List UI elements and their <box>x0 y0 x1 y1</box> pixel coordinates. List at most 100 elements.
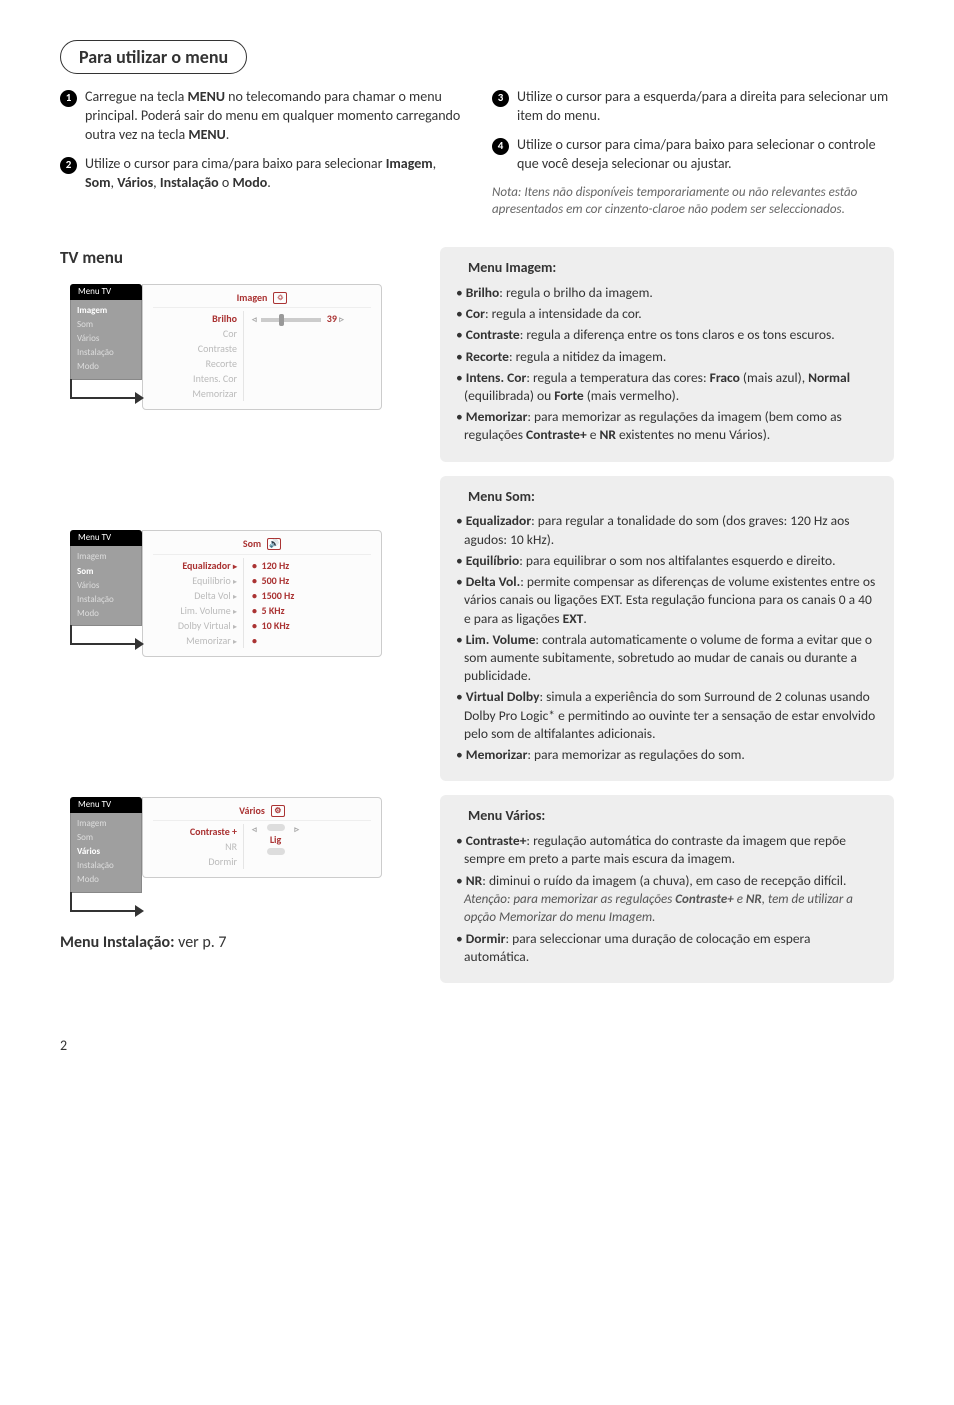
panel-label: Contraste <box>153 341 237 356</box>
sound-icon: 🔊 <box>267 538 281 550</box>
sidebar-item: Instalação <box>71 593 141 607</box>
info-item: Virtual Dolby: simula a experiência do s… <box>456 688 878 743</box>
left-arrow-icon: ◃ <box>252 824 257 836</box>
page-title: Para utilizar o menu <box>79 45 228 69</box>
lig-toggle: Lig <box>267 824 285 855</box>
info-item: Contraste: regula a diferença entre os t… <box>456 326 878 344</box>
sidebar-item: Vários <box>71 579 141 593</box>
page-number: 2 <box>60 1037 894 1056</box>
intro-left: 1 Carregue na tecla MENU no telecomando p… <box>60 88 462 219</box>
panel-value: • 500 Hz <box>252 573 294 588</box>
sidebar-item: Vários <box>71 845 141 859</box>
menu-sidebar-imagem: ImagemSomVáriosInstalaçãoModo <box>70 300 142 380</box>
panel-label: Recorte <box>153 356 237 371</box>
info-item: Dormir: para seleccionar uma duração de … <box>456 930 878 966</box>
panel-value: • 5 KHz <box>252 603 294 618</box>
pill-icon <box>267 848 285 855</box>
sidebar-item: Modo <box>71 873 141 887</box>
panel-label: Contraste + <box>153 824 237 839</box>
numbered-step: 1 Carregue na tecla MENU no telecomando p… <box>60 88 462 145</box>
panel-header: Imagen <box>237 291 268 305</box>
numbered-step: 4Utilize o cursor para cima/para baixo p… <box>492 136 894 174</box>
step-number-icon: 1 <box>60 90 77 107</box>
info-box-som: Menu Som: Equalizador: para regular a to… <box>440 476 894 782</box>
panel-label: Dolby Virtual ▸ <box>153 618 237 633</box>
info-title: Menu Som: <box>456 488 878 507</box>
panel-header: Vários <box>239 804 265 818</box>
info-item: Intens. Cor: regula a temperatura das co… <box>456 369 878 405</box>
arrow-indicator-icon <box>70 379 142 399</box>
step-text: Carregue na tecla MENU no telecomando pa… <box>85 88 462 145</box>
pill-icon <box>267 824 285 831</box>
info-item: Recorte: regula a nitidez da imagem. <box>456 348 878 366</box>
menu-tab: Menu TV <box>70 284 142 300</box>
footer-label: Menu Instalação: <box>60 933 175 952</box>
panel-label: Memorizar <box>153 386 237 401</box>
panel-value-row: ◃ 39 ▹ <box>252 311 344 327</box>
sidebar-item: Instalação <box>71 346 141 360</box>
info-item: Memorizar: para memorizar as regulações … <box>456 408 878 444</box>
info-title: Menu Imagem: <box>456 259 878 278</box>
picture-icon: ☼ <box>273 292 287 304</box>
numbered-step: 2Utilize o cursor para cima/para baixo p… <box>60 155 462 193</box>
sidebar-item: Som <box>71 831 141 845</box>
intro-note: Nota: Itens não disponíveis temporariame… <box>492 184 894 219</box>
sidebar-item: Som <box>71 565 141 579</box>
info-item: Lim. Volume: contrala automaticamente o … <box>456 631 878 686</box>
menu-screenshot-imagem: Menu TV ImagemSomVáriosInstalaçãoModo Im… <box>60 284 420 411</box>
sidebar-item: Modo <box>71 360 141 374</box>
features-icon: ⚙ <box>271 805 285 817</box>
info-item: Brilho: regula o brilho da imagem. <box>456 284 878 302</box>
panel-label: NR <box>153 839 237 854</box>
info-box-imagem: Menu Imagem: Brilho: regula o brilho da … <box>440 247 894 462</box>
sidebar-item: Modo <box>71 607 141 621</box>
panel-value: • 1500 Hz <box>252 588 294 603</box>
menu-tab: Menu TV <box>70 530 142 546</box>
lig-label: Lig <box>270 832 281 847</box>
panel-label: Equalizador ▸ <box>153 558 237 573</box>
sidebar-item: Instalação <box>71 859 141 873</box>
panel-header: Som <box>243 537 261 551</box>
step-text: Utilize o cursor para cima/para baixo pa… <box>85 155 462 193</box>
info-item: Equilíbrio: para equilibrar o som nos al… <box>456 552 878 570</box>
step-number-icon: 4 <box>492 138 509 155</box>
sidebar-item: Imagem <box>71 817 141 831</box>
info-item: Contraste+: regulação automática do cont… <box>456 832 878 868</box>
panel-label: Cor <box>153 326 237 341</box>
panel-value: • 10 KHz <box>252 618 294 633</box>
sidebar-item: Vários <box>71 332 141 346</box>
tv-menu-heading: TV menu <box>60 247 420 270</box>
step-number-icon: 3 <box>492 90 509 107</box>
step-text: Utilize o cursor para a esquerda/para a … <box>517 88 894 126</box>
menu-screenshot-som: Menu TV ImagemSomVáriosInstalaçãoModo So… <box>60 530 420 657</box>
menu-panel-imagem: Imagen ☼ BrilhoCorContrasteRecorteIntens… <box>142 284 382 411</box>
menu-sidebar-varios: ImagemSomVáriosInstalaçãoModo <box>70 813 142 893</box>
panel-value: • <box>252 633 294 648</box>
right-arrow-icon: ▹ <box>295 824 300 836</box>
info-item: Equalizador: para regular a tonalidade d… <box>456 512 878 548</box>
menu-screenshot-varios: Menu TV ImagemSomVáriosInstalaçãoModo Vá… <box>60 797 420 912</box>
panel-label: Dormir <box>153 854 237 869</box>
info-title: Menu Vários: <box>456 807 878 826</box>
panel-label: Delta Vol ▸ <box>153 588 237 603</box>
sidebar-item: Imagem <box>71 550 141 564</box>
info-item: Delta Vol.: permite compensar as diferen… <box>456 573 878 628</box>
numbered-step: 3 Utilize o cursor para a esquerda/para a… <box>492 88 894 126</box>
intro-columns: 1 Carregue na tecla MENU no telecomando p… <box>60 88 894 219</box>
panel-label: Lim. Volume ▸ <box>153 603 237 618</box>
info-item: Memorizar: para memorizar as regulações … <box>456 746 878 764</box>
intro-right: 3 Utilize o cursor para a esquerda/para a… <box>492 88 894 219</box>
info-item: Cor: regula a intensidade da cor. <box>456 305 878 323</box>
slider-icon <box>261 318 321 322</box>
menu-sidebar-som: ImagemSomVáriosInstalaçãoModo <box>70 546 142 626</box>
panel-label: Equilíbrio ▸ <box>153 573 237 588</box>
menu-panel-varios: Vários ⚙ Contraste +NRDormir ◃ Lig ▹ <box>142 797 382 879</box>
footer-heading: Menu Instalação: ver p. 7 <box>60 932 420 954</box>
menu-panel-som: Som 🔊 Equalizador ▸Equilíbrio ▸Delta Vol… <box>142 530 382 657</box>
info-box-varios: Menu Vários: Contraste+: regulação autom… <box>440 795 894 983</box>
panel-value: • 120 Hz <box>252 558 294 573</box>
arrow-indicator-icon <box>70 892 142 912</box>
sidebar-item: Imagem <box>71 304 141 318</box>
sidebar-item: Som <box>71 318 141 332</box>
panel-label: Memorizar ▸ <box>153 633 237 648</box>
